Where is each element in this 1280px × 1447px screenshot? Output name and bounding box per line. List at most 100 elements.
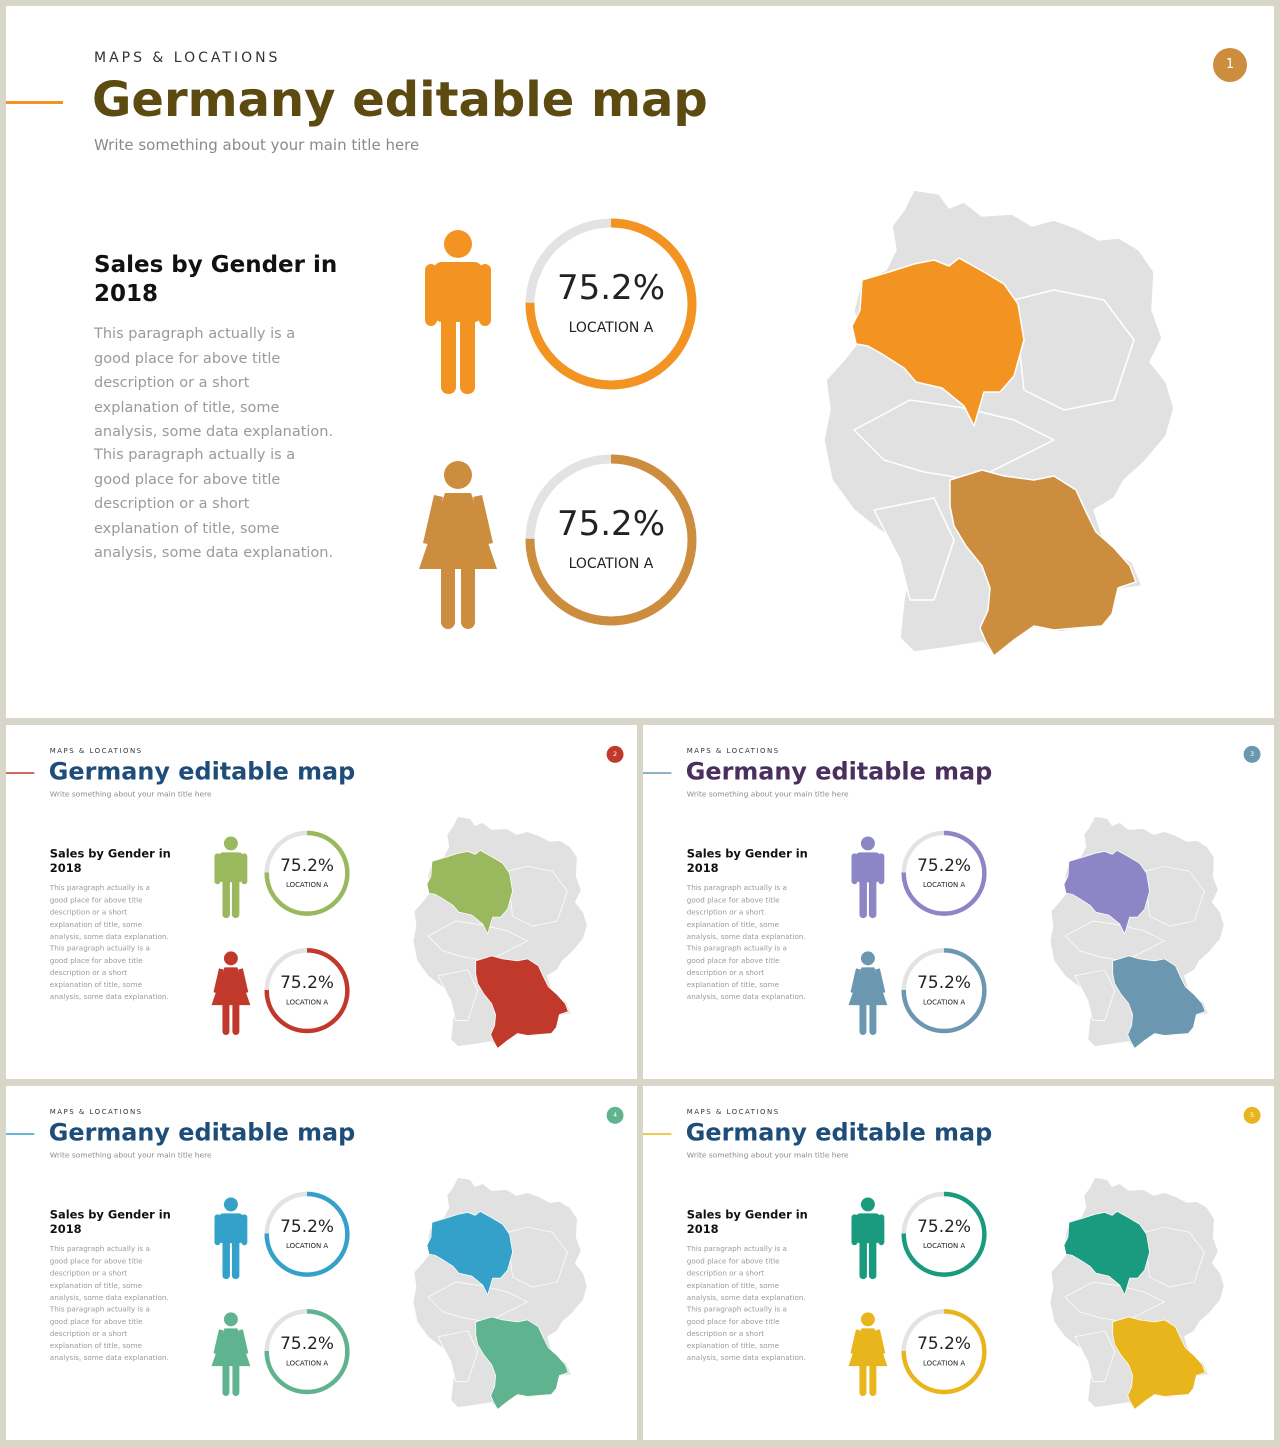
female-location-label: LOCATION A xyxy=(568,556,654,572)
description-paragraph: This paragraph actually is a good place … xyxy=(49,944,169,1002)
male-person-icon xyxy=(851,836,885,919)
germany-map xyxy=(1049,816,1225,1049)
male-person-icon xyxy=(214,1197,248,1280)
slide-number-badge: 3 xyxy=(1243,745,1261,763)
female-person-icon xyxy=(211,951,251,1036)
description-paragraph: This paragraph actually is a good place … xyxy=(94,326,334,440)
slide-2: MAPS & LOCATIONS Germany editable map Wr… xyxy=(6,725,637,1079)
page-title: Germany editable map xyxy=(685,757,993,786)
description-paragraph: This paragraph actually is a good place … xyxy=(686,944,806,1002)
female-percentage-value: 75.2% xyxy=(280,1333,334,1354)
male-person-icon xyxy=(851,1197,885,1280)
female-percentage-ring: 75.2% LOCATION A xyxy=(262,1307,352,1397)
slide-3: MAPS & LOCATIONS Germany editable map Wr… xyxy=(643,725,1274,1079)
male-location-label: LOCATION A xyxy=(922,881,966,890)
female-percentage-ring: 75.2% LOCATION A xyxy=(899,1307,989,1397)
section-heading: Sales by Gender in 2018 xyxy=(49,1208,171,1236)
map-region xyxy=(1074,1330,1116,1382)
map-region-bavaria xyxy=(475,955,569,1049)
male-location-label: LOCATION A xyxy=(568,320,654,336)
male-location-label: LOCATION A xyxy=(285,881,329,890)
male-percentage-value: 75.2% xyxy=(556,268,665,308)
kicker: MAPS & LOCATIONS xyxy=(686,1107,780,1116)
female-percentage-value: 75.2% xyxy=(917,1333,971,1354)
page-subtitle: Write something about your main title he… xyxy=(49,789,212,799)
map-region-lower-saxony xyxy=(851,257,1025,427)
female-percentage-value: 75.2% xyxy=(917,972,971,993)
map-region xyxy=(437,1330,479,1382)
female-percentage-ring: 75.2% LOCATION A xyxy=(899,946,989,1036)
slide-number-badge: 4 xyxy=(606,1106,624,1124)
map-region xyxy=(1144,1226,1205,1288)
male-percentage-value: 75.2% xyxy=(917,1216,971,1237)
germany-map xyxy=(412,816,588,1049)
map-region-lower-saxony xyxy=(1063,850,1150,935)
male-person-icon xyxy=(425,230,491,394)
kicker: MAPS & LOCATIONS xyxy=(686,746,780,755)
section-heading: Sales by Gender in 2018 xyxy=(94,252,338,307)
map-region-lower-saxony xyxy=(426,1211,513,1296)
description-paragraph: This paragraph actually is a good place … xyxy=(49,1245,169,1302)
female-location-label: LOCATION A xyxy=(922,998,966,1007)
slide-number-badge: 1 xyxy=(1213,48,1247,82)
accent-line xyxy=(6,772,35,774)
description-paragraph: This paragraph actually is a good place … xyxy=(686,884,806,941)
description-paragraph: This paragraph actually is a good place … xyxy=(686,1245,806,1302)
male-percentage-value: 75.2% xyxy=(280,1216,334,1237)
map-region xyxy=(507,1226,568,1288)
slide-5: MAPS & LOCATIONS Germany editable map Wr… xyxy=(643,1086,1274,1440)
section-heading: Sales by Gender in 2018 xyxy=(49,847,171,875)
page-title: Germany editable map xyxy=(48,757,356,786)
female-person-icon xyxy=(848,1312,888,1397)
kicker: MAPS & LOCATIONS xyxy=(94,50,281,66)
male-percentage-ring: 75.2% LOCATION A xyxy=(262,829,352,919)
map-region xyxy=(873,497,955,601)
male-percentage-value: 75.2% xyxy=(917,855,971,876)
female-percentage-value: 75.2% xyxy=(556,504,665,544)
male-location-label: LOCATION A xyxy=(285,1242,329,1251)
map-region xyxy=(1074,969,1116,1021)
page-subtitle: Write something about your main title he… xyxy=(686,789,849,799)
map-region-bavaria xyxy=(1112,1316,1206,1410)
slide-number-badge: 5 xyxy=(1243,1106,1261,1124)
map-region-bavaria xyxy=(1112,955,1206,1049)
map-region xyxy=(507,865,568,927)
page-title: Germany editable map xyxy=(48,1118,356,1147)
page-title: Germany editable map xyxy=(685,1118,993,1147)
accent-line xyxy=(643,772,672,774)
male-percentage-ring: 75.2% LOCATION A xyxy=(899,1190,989,1280)
male-percentage-ring: 75.2% LOCATION A xyxy=(521,214,701,394)
description-paragraph: This paragraph actually is a good place … xyxy=(49,884,169,941)
female-person-icon xyxy=(419,461,497,629)
slide-1: MAPS & LOCATIONS Germany editable map Wr… xyxy=(6,6,1274,718)
map-region-bavaria xyxy=(949,469,1137,657)
section-heading: Sales by Gender in 2018 xyxy=(686,847,808,875)
map-region-lower-saxony xyxy=(426,850,513,935)
map-region-bavaria xyxy=(475,1316,569,1410)
slide-4: MAPS & LOCATIONS Germany editable map Wr… xyxy=(6,1086,637,1440)
accent-line xyxy=(6,1133,35,1135)
female-person-icon xyxy=(848,951,888,1036)
male-percentage-ring: 75.2% LOCATION A xyxy=(899,829,989,919)
description-paragraph: This paragraph actually is a good place … xyxy=(94,447,334,561)
female-percentage-value: 75.2% xyxy=(280,972,334,993)
slide-number-badge: 2 xyxy=(606,745,624,763)
male-percentage-value: 75.2% xyxy=(280,855,334,876)
female-percentage-ring: 75.2% LOCATION A xyxy=(521,450,701,630)
female-location-label: LOCATION A xyxy=(285,1359,329,1368)
section-heading: Sales by Gender in 2018 xyxy=(686,1208,808,1236)
description-paragraph: This paragraph actually is a good place … xyxy=(686,1305,806,1363)
germany-map xyxy=(823,189,1175,657)
accent-line xyxy=(643,1133,672,1135)
female-location-label: LOCATION A xyxy=(285,998,329,1007)
female-location-label: LOCATION A xyxy=(922,1359,966,1368)
germany-map xyxy=(412,1177,588,1410)
description-paragraph: This paragraph actually is a good place … xyxy=(49,1305,169,1363)
kicker: MAPS & LOCATIONS xyxy=(49,1107,143,1116)
male-percentage-ring: 75.2% LOCATION A xyxy=(262,1190,352,1280)
germany-map xyxy=(1049,1177,1225,1410)
female-person-icon xyxy=(211,1312,251,1397)
map-region xyxy=(437,969,479,1021)
female-percentage-ring: 75.2% LOCATION A xyxy=(262,946,352,1036)
accent-line xyxy=(6,101,63,104)
